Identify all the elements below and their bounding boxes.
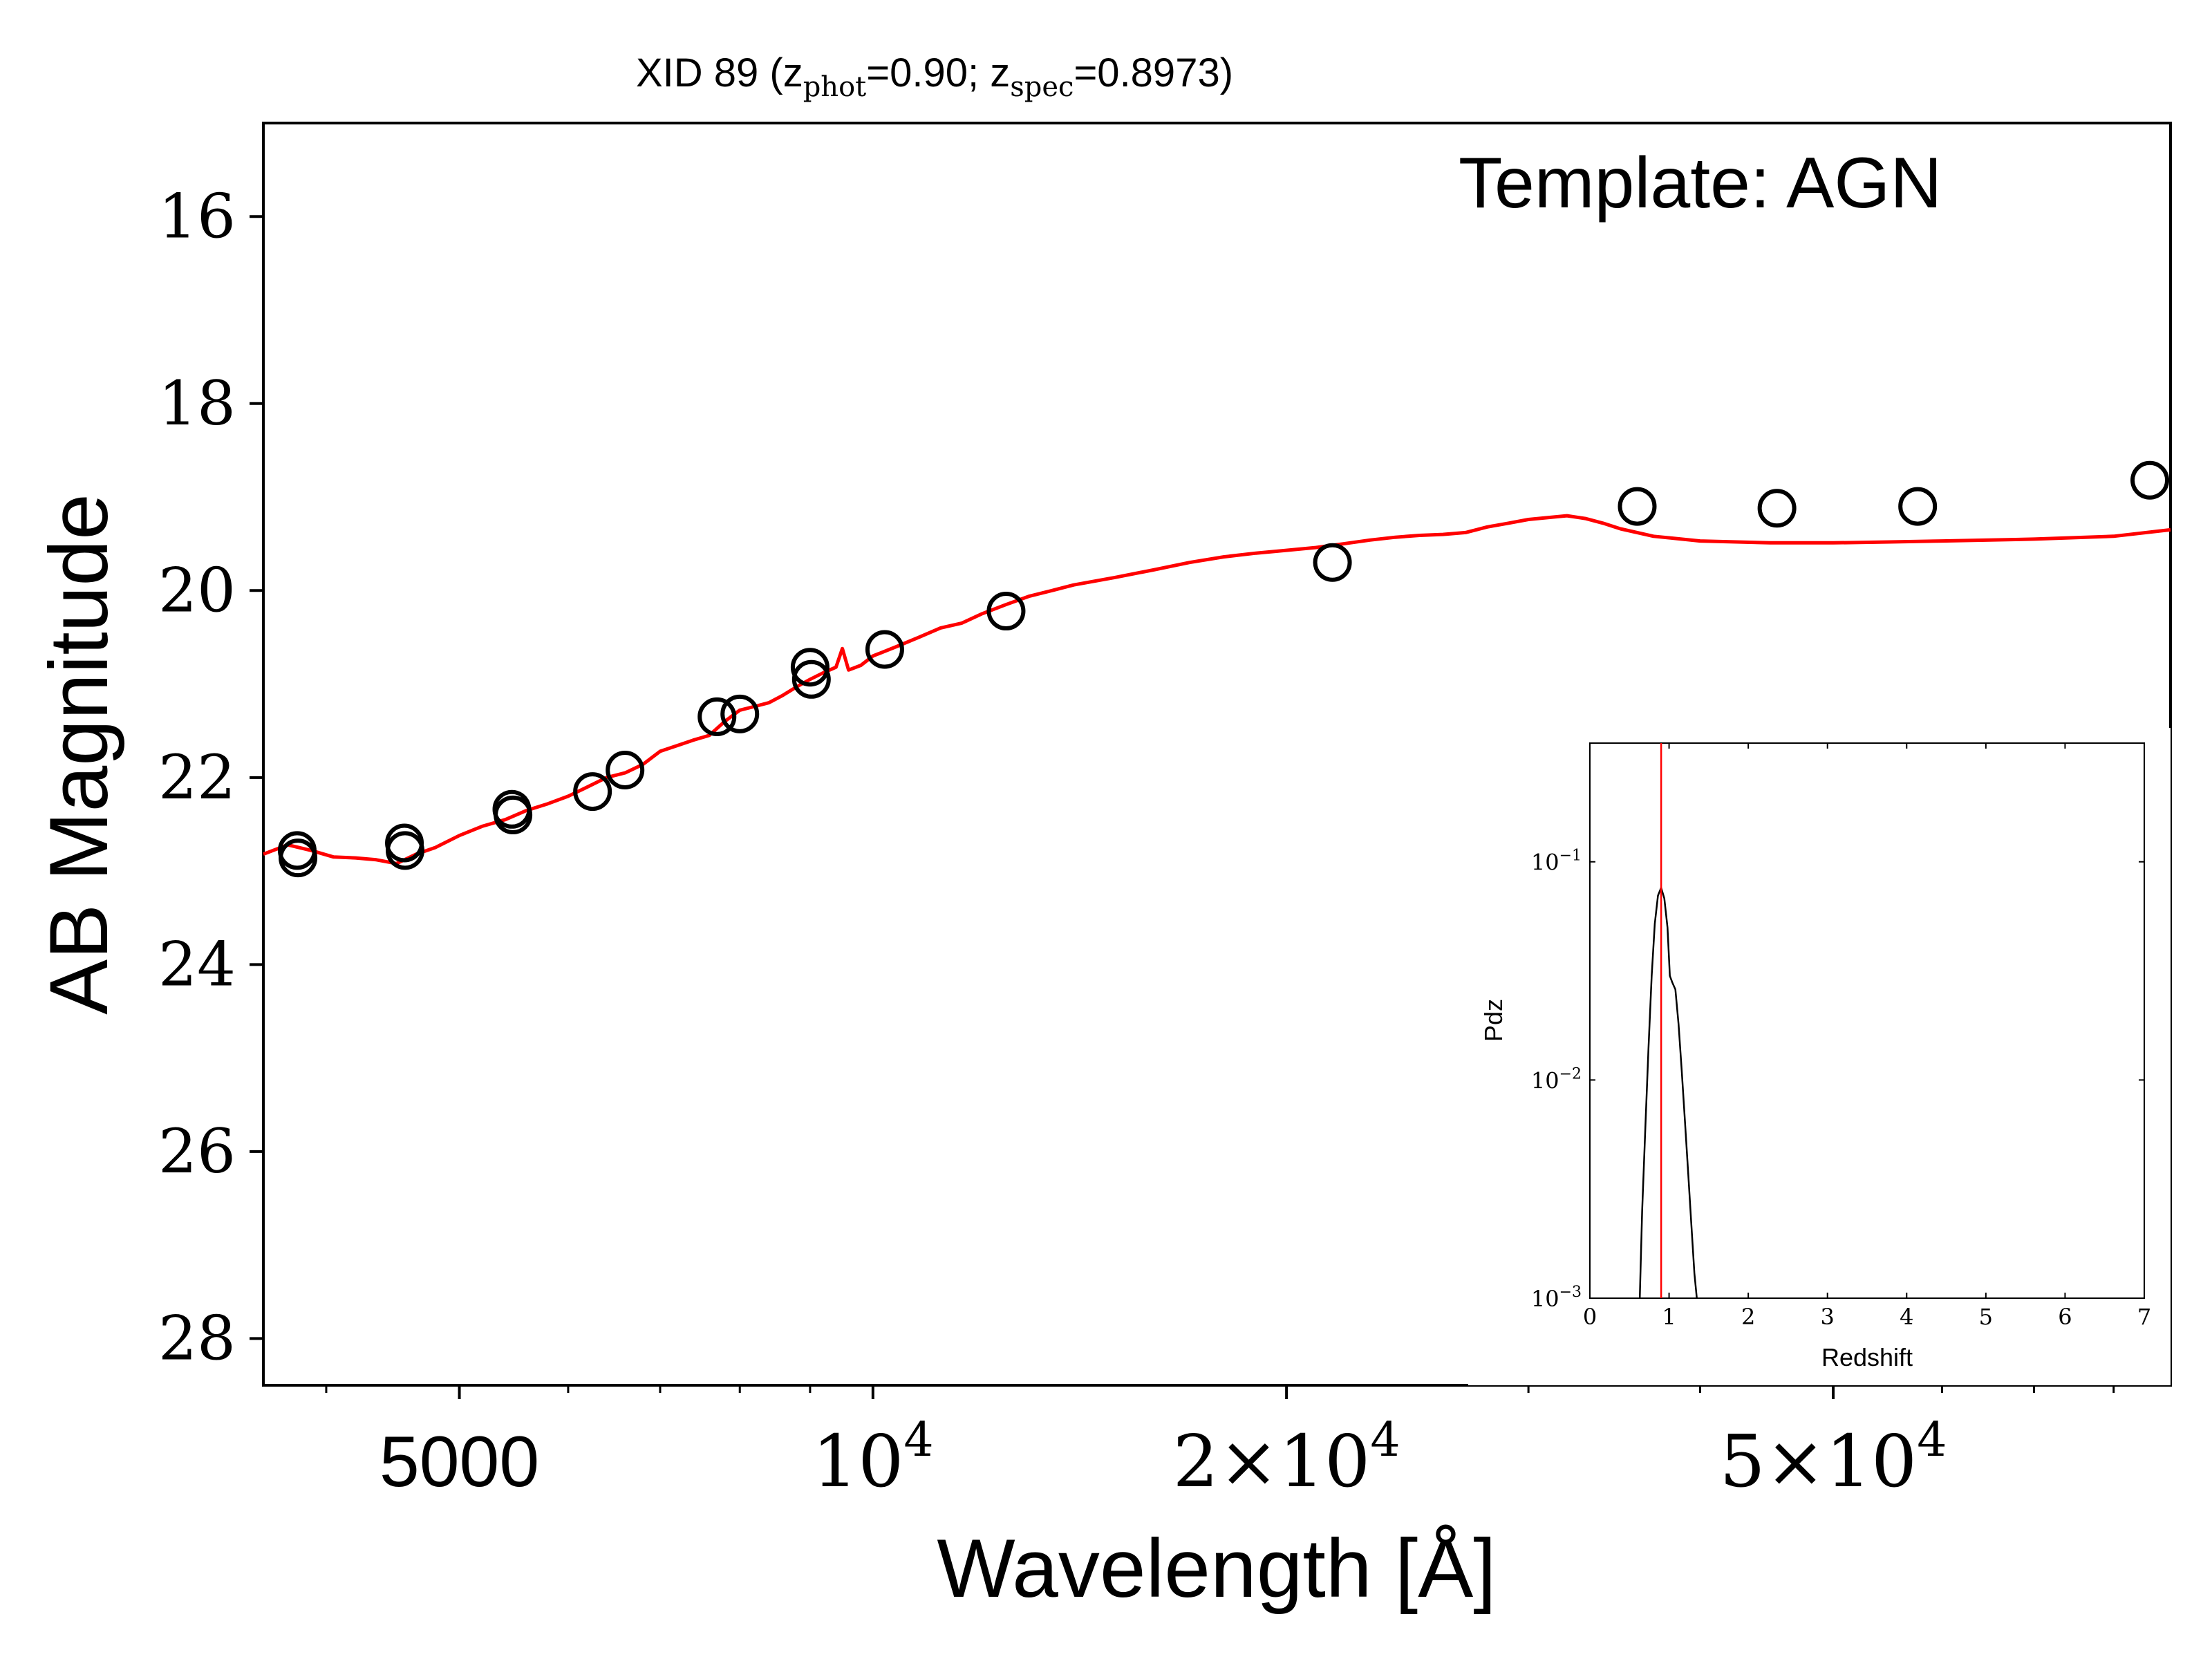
photometry-point (573, 772, 612, 812)
inset-axis-ticks: 0 1 2 3 4 5 6 7 10−1 10−2 10−3 (1531, 743, 2151, 1330)
y-tick-label: 20 (158, 554, 236, 626)
inset-pdz-plot (1638, 743, 1698, 1299)
inset-y-axis-label: Pdz (1479, 999, 1508, 1042)
inset-y-tick-label: 10−2 (1531, 1065, 1582, 1094)
inset-y-tick-label: 10−3 (1531, 1284, 1582, 1312)
sed-template-curve (263, 514, 2171, 865)
inset-x-tick-label: 0 (1583, 1304, 1597, 1330)
y-tick-label: 18 (158, 368, 236, 439)
photometry-point (1313, 543, 1352, 582)
photometry-point (279, 838, 318, 878)
inset-x-tick-label: 1 (1662, 1304, 1676, 1330)
x-axis-label: Wavelength [Å] (937, 1522, 1496, 1615)
inset-x-tick-label: 6 (2058, 1304, 2072, 1330)
y-tick-label: 28 (158, 1302, 236, 1374)
y-tick-label: 16 (158, 180, 236, 252)
template-line (263, 514, 2171, 865)
inset-x-axis-label: Redshift (1821, 1343, 1913, 1371)
inset-x-tick-label: 5 (1979, 1304, 1993, 1330)
y-tick-label: 22 (158, 742, 236, 813)
x-tick-label: 104 (812, 1413, 934, 1503)
photometry-point (494, 795, 533, 834)
x-tick-label: 5000 (379, 1422, 539, 1502)
y-tick-label: 24 (158, 928, 236, 1000)
photometry-points (277, 460, 2170, 878)
photometry-point (697, 697, 737, 736)
photometry-point (1757, 489, 1797, 528)
inset-x-tick-label: 2 (1741, 1304, 1755, 1330)
photometry-point (720, 694, 760, 733)
photometry-point (385, 831, 424, 870)
x-tick-label: 5×104 (1720, 1413, 1947, 1503)
photometry-point (790, 648, 830, 687)
pdz-curve (1638, 885, 1698, 1299)
inset-background (1468, 728, 2171, 1385)
inset-x-tick-label: 4 (1900, 1304, 1913, 1330)
photometry-point (865, 630, 904, 669)
x-tick-label: 2×104 (1173, 1413, 1400, 1503)
photometry-point (791, 659, 831, 699)
template-annotation: Template: AGN (1459, 143, 1942, 223)
inset-plot-frame (1589, 742, 2145, 1299)
inset-y-tick-label: 10−1 (1531, 847, 1582, 876)
inset-x-tick-label: 7 (2137, 1304, 2151, 1330)
photometry-point (2130, 460, 2170, 500)
y-tick-label: 26 (158, 1116, 236, 1187)
chart-title: XID 89 (zphot=0.90; zspec=0.8973) (636, 50, 1233, 103)
photometry-point (606, 750, 645, 789)
y-axis-label: AB Magnitude (32, 494, 125, 1015)
inset-x-tick-label: 3 (1821, 1304, 1835, 1330)
photometry-point (986, 592, 1026, 631)
photometry-point (1898, 487, 1938, 526)
photometry-point (1618, 487, 1657, 526)
